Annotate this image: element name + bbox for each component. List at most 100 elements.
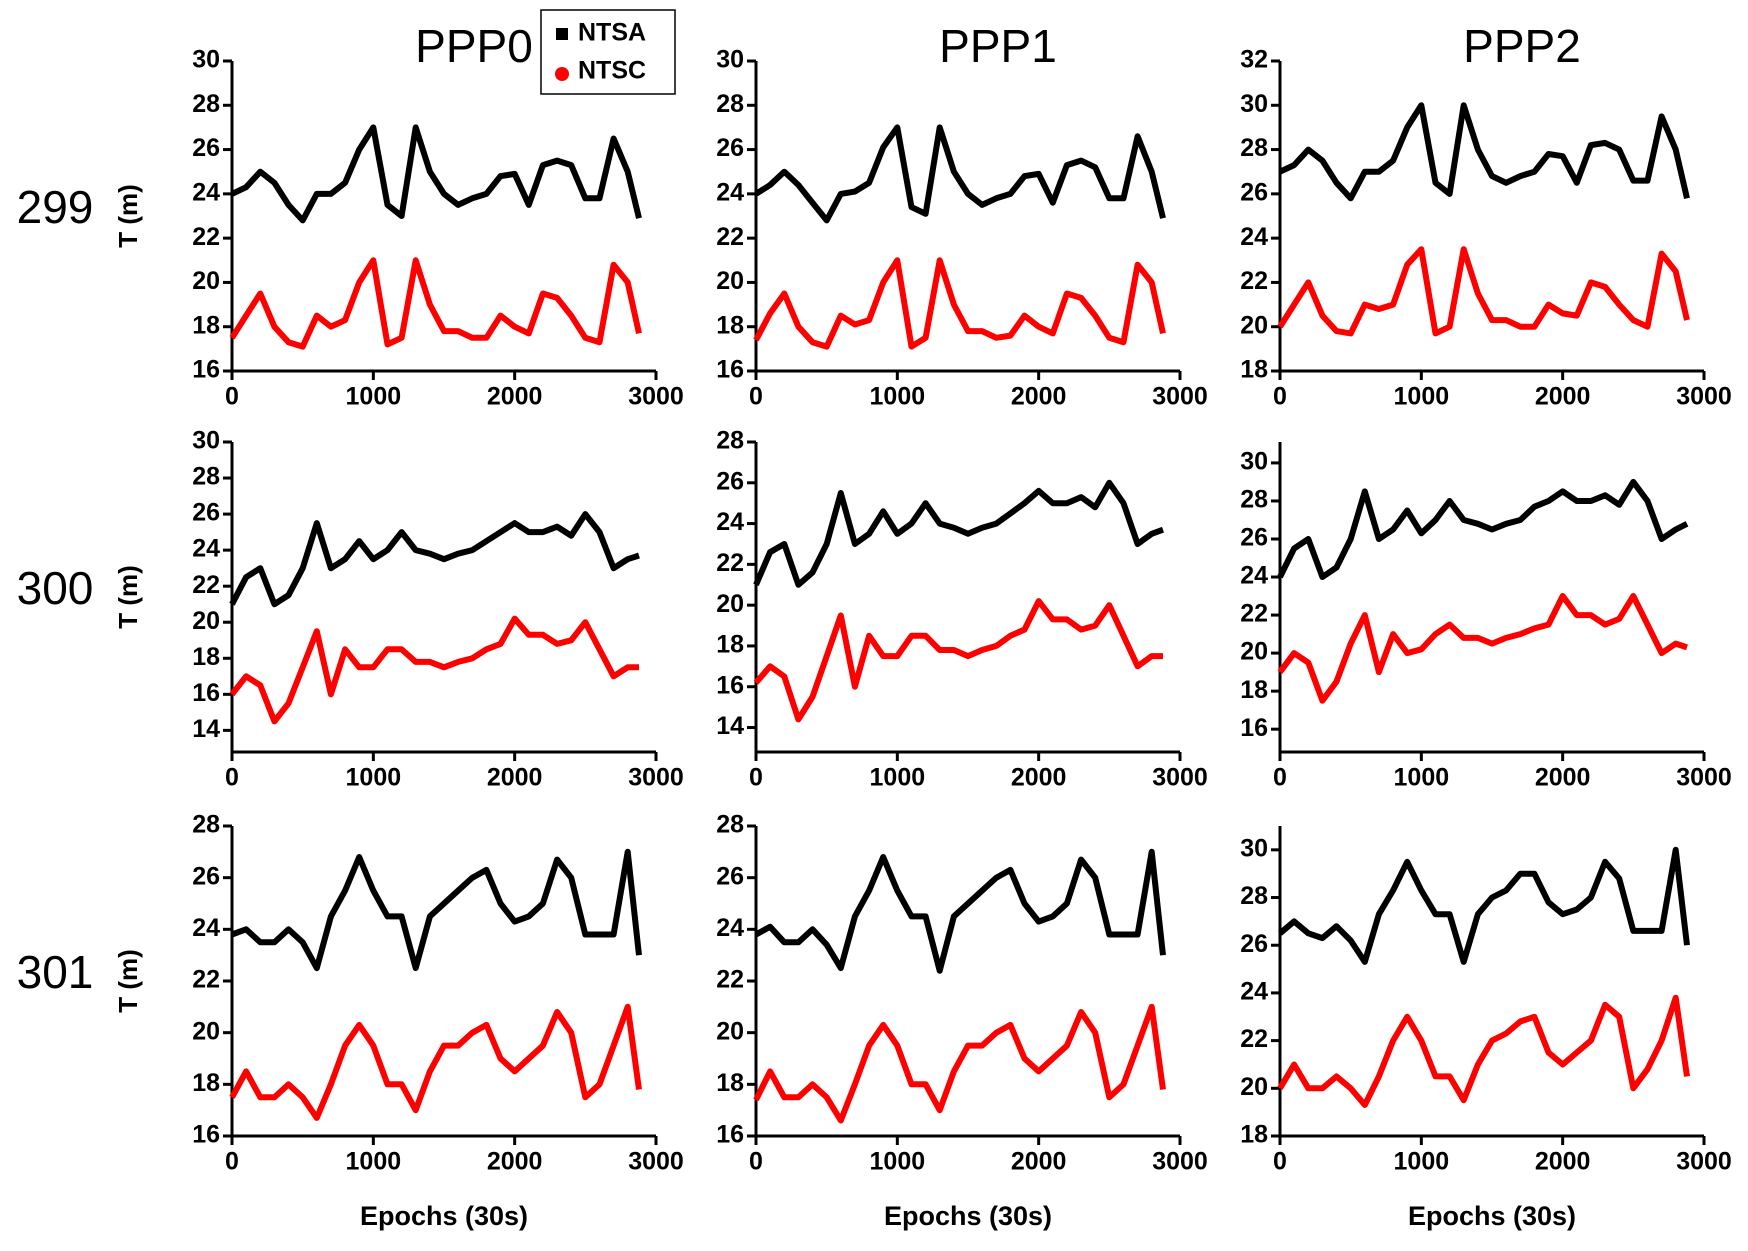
x-tick-label: 0: [225, 1148, 239, 1176]
x-tick-label: 3000: [1676, 383, 1732, 411]
x-tick-label: 2000: [487, 764, 543, 792]
y-tick-label: 18: [1240, 1121, 1268, 1149]
y-tick-label: 24: [1240, 562, 1268, 590]
y-tick-label: 16: [716, 356, 744, 384]
x-tick-label: 3000: [1152, 383, 1208, 411]
y-tick-label: 30: [192, 427, 220, 455]
y-tick-label: 14: [716, 712, 744, 740]
column-title: PPP0: [415, 20, 533, 72]
data-line: [754, 848, 1166, 974]
y-tick-label: 24: [716, 508, 744, 536]
y-tick-label: 26: [1240, 930, 1268, 958]
y-tick-label: 18: [192, 1069, 220, 1097]
y-tick-label: 20: [1240, 638, 1268, 666]
data-line: [229, 615, 639, 725]
y-tick-label: 20: [716, 1017, 744, 1045]
y-tick-label: 28: [716, 811, 744, 839]
y-tick-label: 28: [192, 811, 220, 839]
data-line: [1277, 246, 1690, 337]
y-tick-label: 18: [716, 631, 744, 659]
y-tick-label: 22: [716, 549, 744, 577]
y-tick-label: 28: [1240, 882, 1268, 910]
y-tick-label: 30: [1240, 448, 1268, 476]
y-tick-label: 26: [192, 862, 220, 890]
y-tick-label: 18: [1240, 356, 1268, 384]
legend-marker: [556, 28, 568, 40]
data-line: [1278, 846, 1690, 965]
y-tick-label: 22: [192, 223, 220, 251]
data-line: [754, 124, 1166, 224]
y-tick-label: 28: [192, 463, 220, 491]
y-tick-label: 20: [192, 1017, 220, 1045]
data-line: [229, 257, 642, 350]
x-tick-label: 1000: [870, 383, 926, 411]
x-tick-label: 0: [1273, 383, 1287, 411]
y-tick-label: 26: [192, 499, 220, 527]
data-line: [753, 1003, 1166, 1124]
y-tick-label: 24: [1240, 978, 1268, 1006]
y-tick-label: 24: [716, 178, 744, 206]
y-tick-label: 22: [1240, 267, 1268, 295]
data-line: [753, 257, 1166, 350]
y-tick-label: 18: [716, 311, 744, 339]
data-line: [753, 598, 1163, 723]
x-tick-label: 2000: [487, 1148, 543, 1176]
y-tick-label: 22: [1240, 600, 1268, 628]
y-tick-label: 26: [716, 467, 744, 495]
y-tick-label: 20: [192, 607, 220, 635]
y-tick-label: 26: [1240, 524, 1268, 552]
y-tick-label: 30: [192, 46, 220, 74]
x-tick-label: 1000: [346, 383, 402, 411]
x-tick-label: 0: [749, 764, 763, 792]
y-tick-label: 18: [1240, 676, 1268, 704]
legend-label: NTSC: [578, 57, 646, 85]
y-tick-label: 22: [192, 966, 220, 994]
y-tick-label: 28: [192, 90, 220, 118]
x-axis-label: Epochs (30s): [884, 1201, 1052, 1231]
column-title: PPP1: [939, 20, 1057, 72]
x-tick-label: 1000: [870, 764, 926, 792]
y-tick-label: 22: [716, 966, 744, 994]
y-tick-label: 30: [1240, 90, 1268, 118]
y-tick-label: 16: [192, 679, 220, 707]
y-tick-label: 14: [192, 715, 220, 743]
y-tick-label: 20: [1240, 1073, 1268, 1101]
x-tick-label: 3000: [628, 1148, 684, 1176]
x-tick-label: 2000: [1535, 1148, 1591, 1176]
x-tick-label: 1000: [870, 1148, 926, 1176]
x-tick-label: 0: [1273, 764, 1287, 792]
y-tick-label: 18: [716, 1069, 744, 1097]
y-tick-label: 28: [1240, 486, 1268, 514]
y-tick-label: 18: [192, 311, 220, 339]
x-tick-label: 0: [749, 383, 763, 411]
y-tick-label: 26: [1240, 178, 1268, 206]
y-tick-label: 20: [716, 590, 744, 618]
y-tick-label: 28: [716, 90, 744, 118]
y-tick-label: 26: [716, 862, 744, 890]
y-axis-label: T (m): [113, 184, 143, 248]
x-tick-label: 2000: [1011, 1148, 1067, 1176]
x-tick-label: 2000: [1535, 383, 1591, 411]
y-tick-label: 22: [1240, 1025, 1268, 1053]
x-axis-label: Epochs (30s): [1408, 1201, 1576, 1231]
row-label: 300: [17, 562, 94, 614]
y-tick-label: 24: [716, 914, 744, 942]
row-label: 299: [17, 181, 94, 233]
y-tick-label: 16: [192, 356, 220, 384]
x-tick-label: 1000: [346, 764, 402, 792]
x-axis-label: Epochs (30s): [360, 1201, 528, 1231]
y-tick-label: 16: [716, 671, 744, 699]
y-tick-label: 16: [192, 1121, 220, 1149]
data-line: [229, 1003, 642, 1121]
y-tick-label: 30: [1240, 834, 1268, 862]
legend-label: NTSA: [578, 19, 646, 47]
x-tick-label: 1000: [1394, 383, 1450, 411]
y-axis-label: T (m): [113, 565, 143, 629]
y-tick-label: 18: [192, 643, 220, 671]
x-tick-label: 0: [225, 383, 239, 411]
y-tick-label: 24: [1240, 223, 1268, 251]
y-tick-label: 16: [1240, 714, 1268, 742]
y-tick-label: 28: [716, 427, 744, 455]
y-tick-label: 22: [192, 571, 220, 599]
